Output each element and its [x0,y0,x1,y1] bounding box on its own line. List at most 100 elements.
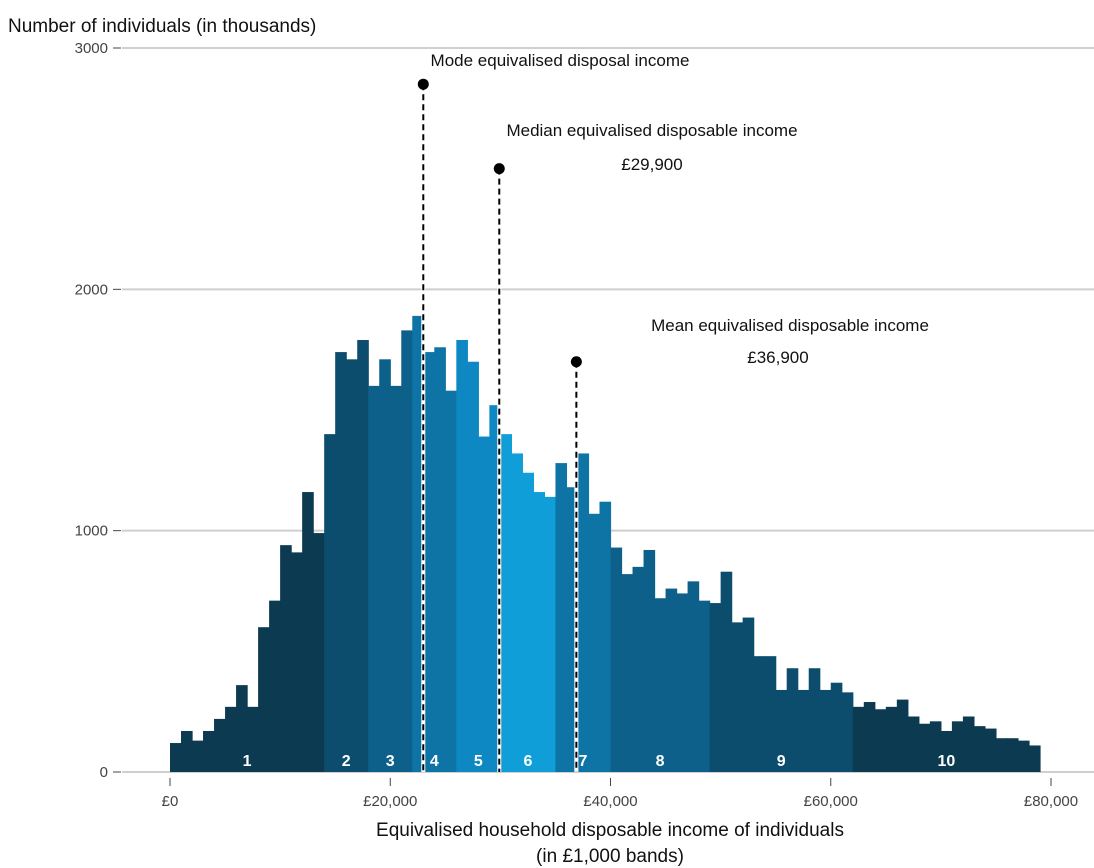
histogram-bar [555,463,568,772]
y-axis-ticks: 0 1000 2000 3000 [75,40,121,781]
histogram-bar [808,668,821,772]
reference-lines [417,78,582,772]
histogram-bar [247,706,259,772]
histogram-bar [390,385,402,772]
histogram-bar [313,533,325,772]
histogram-bar [269,600,281,772]
histogram-bar [698,600,711,772]
histogram-bar [412,315,424,772]
histogram-bar [434,347,446,772]
histogram-bar [665,588,678,772]
mean-value: £36,900 [747,348,808,367]
reference-marker [417,78,429,90]
histogram-bar [533,492,546,772]
mode-label: Mode equivalised disposal income [431,51,690,70]
histogram-bar [599,501,612,772]
decile-label: 9 [777,753,786,770]
histogram-bar [456,340,468,772]
decile-labels: 1 2 3 4 5 6 7 8 9 10 [243,753,956,770]
x-tick-label: £80,000 [1024,793,1078,810]
decile-label: 1 [243,753,252,770]
decile-label: 2 [342,753,351,770]
histogram-bar [786,668,799,772]
histogram-bar [1028,745,1041,772]
decile-label: 5 [474,753,483,770]
histogram-bar [852,706,865,772]
histogram-bar [951,721,964,772]
histogram-bar [896,699,909,772]
histogram-bar [291,552,303,772]
histogram-bar [819,689,832,772]
histogram-bar [280,545,292,772]
histogram-bar [731,622,744,772]
y-tick-label: 1000 [75,523,108,540]
x-axis-label: Equivalised household disposable income … [376,820,844,841]
histogram-bar [214,718,226,772]
decile-label: 7 [579,753,588,770]
histogram-bar [610,547,623,772]
histogram-bar [753,656,766,772]
histogram-bars [170,315,1041,772]
histogram-bar [236,685,248,772]
annotation-mode: Mode equivalised disposal income [431,51,690,70]
histogram-bar [467,361,479,772]
histogram-bar [225,706,237,772]
y-tick-label: 0 [100,764,108,781]
histogram-bar [258,627,270,772]
decile-label: 10 [937,753,955,770]
histogram-bar [181,730,193,772]
histogram-bar [478,436,490,772]
y-tick-label: 2000 [75,281,108,298]
x-tick-label: £20,000 [363,793,417,810]
histogram-bar [588,513,601,772]
histogram-bar [203,730,215,772]
mean-label: Mean equivalised disposable income [651,316,929,335]
histogram-bar [962,716,975,772]
histogram-bar [643,549,656,772]
histogram-bar [511,453,523,772]
annotation-mean: Mean equivalised disposable income £36,9… [651,316,929,367]
histogram-bar [984,728,997,772]
histogram-bar [720,571,733,772]
histogram-bar [357,340,369,772]
histogram-bar [742,617,755,772]
annotation-median: Median equivalised disposable income £29… [506,121,797,174]
reference-marker [570,356,582,368]
histogram-bar [654,598,667,772]
histogram-bar [676,593,689,772]
decile-label: 8 [656,753,665,770]
decile-label: 6 [523,753,532,770]
histogram-bar [489,405,501,772]
histogram-bar [830,682,843,772]
histogram-bar [500,434,512,772]
histogram-bar [841,692,854,772]
histogram-bar [632,566,645,772]
x-axis-ticks: £0 £20,000 £40,000 £60,000 £80,000 [162,778,1078,810]
histogram-bar [995,738,1008,772]
histogram-bar [379,359,391,772]
decile-label: 4 [430,753,439,770]
histogram-bar [522,472,535,772]
x-axis-label-units: (in £1,000 bands) [536,846,684,867]
histogram-bar [302,492,314,772]
histogram-bar [445,390,457,772]
histogram-bar [940,730,953,772]
histogram-bar [775,689,788,772]
histogram-bar [863,702,876,772]
histogram-bar [346,359,358,772]
histogram-bar [918,723,931,772]
decile-label: 3 [386,753,395,770]
histogram-bar [1006,738,1019,772]
histogram-bar [335,352,347,772]
reference-marker [493,163,505,175]
histogram-bar [929,721,942,772]
histogram-bar [687,581,700,772]
histogram-bar [874,709,887,772]
y-axis-label: Number of individuals (in thousands) [8,16,316,37]
histogram-bar [1017,740,1030,772]
histogram-bar [885,706,898,772]
histogram-bar [192,740,204,772]
histogram-bar [544,496,557,772]
histogram-bar [324,434,336,772]
